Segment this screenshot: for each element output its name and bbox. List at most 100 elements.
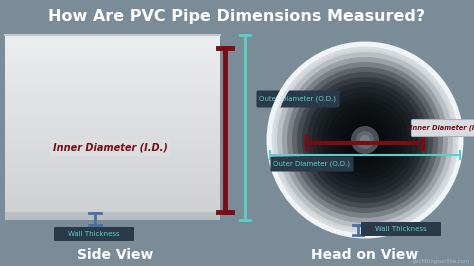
Bar — [5, 127, 220, 128]
Circle shape — [277, 52, 453, 228]
Bar — [5, 96, 220, 97]
Bar — [5, 208, 220, 209]
Bar — [5, 126, 220, 127]
Bar — [5, 146, 220, 147]
Bar — [5, 116, 220, 117]
Bar — [5, 123, 220, 124]
Bar — [5, 175, 220, 176]
Bar — [5, 121, 220, 122]
Circle shape — [337, 112, 393, 168]
Circle shape — [272, 47, 458, 233]
Bar — [5, 111, 220, 112]
Bar — [5, 83, 220, 84]
Bar — [5, 74, 220, 75]
Bar — [5, 164, 220, 165]
Bar — [5, 143, 220, 144]
Bar — [5, 42, 220, 43]
Bar — [5, 212, 220, 220]
Bar — [5, 60, 220, 61]
Bar — [5, 58, 220, 59]
Bar — [5, 202, 220, 203]
FancyBboxPatch shape — [54, 227, 134, 241]
Bar — [5, 163, 220, 164]
Bar — [5, 70, 220, 71]
Bar — [5, 44, 220, 45]
Text: How Are PVC Pipe Dimensions Measured?: How Are PVC Pipe Dimensions Measured? — [48, 9, 426, 23]
Bar — [5, 36, 220, 37]
Bar — [5, 214, 220, 215]
Bar — [5, 154, 220, 155]
Bar — [5, 155, 220, 156]
Text: Wall Thickness: Wall Thickness — [68, 231, 120, 237]
Bar — [5, 85, 220, 86]
Bar — [5, 158, 220, 159]
Bar — [5, 107, 220, 108]
Text: Inner Diameter (I.D.): Inner Diameter (I.D.) — [410, 125, 474, 131]
Circle shape — [327, 102, 403, 178]
Bar — [5, 185, 220, 186]
Circle shape — [312, 87, 418, 193]
Bar — [5, 64, 220, 65]
Bar — [5, 183, 220, 184]
Bar — [5, 75, 220, 76]
Bar — [5, 190, 220, 191]
Text: Head on View: Head on View — [311, 248, 419, 262]
Bar — [5, 179, 220, 180]
Bar — [5, 129, 220, 130]
Bar — [5, 201, 220, 202]
Bar — [5, 139, 220, 140]
Bar — [5, 53, 220, 54]
Bar — [5, 180, 220, 181]
Bar — [5, 199, 220, 200]
Bar — [5, 206, 220, 207]
Bar — [5, 132, 220, 133]
Bar — [5, 172, 220, 173]
Circle shape — [292, 67, 438, 213]
Bar — [5, 141, 220, 142]
Bar — [5, 92, 220, 93]
Bar — [5, 136, 220, 137]
Bar — [5, 95, 220, 96]
Circle shape — [332, 107, 398, 173]
Bar — [5, 80, 220, 81]
Bar — [5, 52, 220, 53]
Bar — [5, 174, 220, 175]
Bar — [5, 57, 220, 58]
Bar — [5, 194, 220, 195]
Bar — [5, 86, 220, 87]
Bar — [5, 62, 220, 63]
Bar — [5, 115, 220, 116]
Text: Outer Diameter (O.D.): Outer Diameter (O.D.) — [259, 96, 337, 102]
Bar — [5, 217, 220, 218]
Bar — [5, 98, 220, 99]
Bar — [5, 203, 220, 204]
Bar — [5, 89, 220, 90]
Bar — [5, 35, 220, 220]
Bar — [5, 84, 220, 85]
Bar — [5, 161, 220, 162]
Bar — [5, 191, 220, 192]
Bar — [5, 147, 220, 148]
Bar — [5, 181, 220, 182]
Bar — [5, 144, 220, 145]
Bar — [5, 142, 220, 143]
Bar — [5, 209, 220, 210]
Bar — [5, 69, 220, 70]
Bar — [5, 170, 220, 171]
Bar — [5, 109, 220, 110]
Bar — [5, 68, 220, 69]
Bar — [5, 106, 220, 107]
Circle shape — [282, 57, 448, 223]
FancyBboxPatch shape — [361, 222, 441, 236]
Bar — [5, 137, 220, 138]
Bar — [5, 105, 220, 106]
Bar — [5, 207, 220, 208]
Bar — [5, 100, 220, 101]
Circle shape — [317, 92, 413, 188]
Bar — [5, 45, 220, 46]
Bar — [5, 157, 220, 158]
Bar — [5, 78, 220, 79]
Text: Outer Diameter (O.D.): Outer Diameter (O.D.) — [273, 161, 350, 167]
Bar — [5, 153, 220, 154]
Bar — [5, 128, 220, 129]
